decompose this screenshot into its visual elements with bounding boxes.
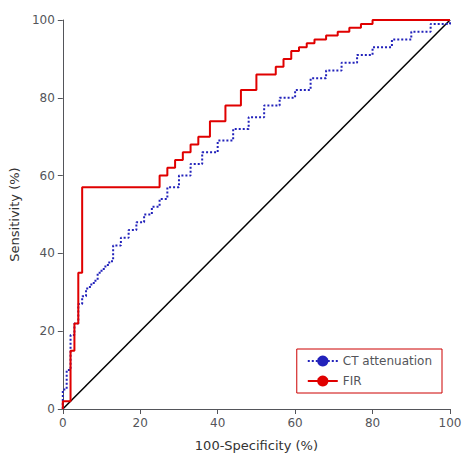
- svg-text:Sensitivity (%): Sensitivity (%): [7, 167, 22, 261]
- svg-text:20: 20: [40, 324, 55, 338]
- svg-text:80: 80: [40, 91, 55, 105]
- svg-text:20: 20: [133, 416, 148, 430]
- svg-text:FIR: FIR: [343, 374, 362, 388]
- svg-text:80: 80: [365, 416, 380, 430]
- svg-text:0: 0: [59, 416, 67, 430]
- svg-text:40: 40: [210, 416, 225, 430]
- svg-text:100-Specificity (%): 100-Specificity (%): [195, 438, 318, 453]
- svg-text:40: 40: [40, 246, 55, 260]
- svg-text:100: 100: [439, 416, 462, 430]
- svg-text:100: 100: [32, 13, 55, 27]
- svg-text:60: 60: [287, 416, 302, 430]
- svg-text:0: 0: [47, 402, 55, 416]
- svg-text:60: 60: [40, 169, 55, 183]
- svg-text:CT attenuation: CT attenuation: [343, 354, 432, 368]
